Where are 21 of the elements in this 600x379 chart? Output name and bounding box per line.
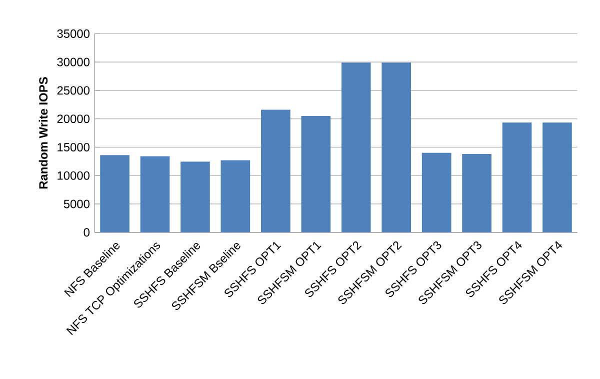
bar bbox=[220, 160, 250, 232]
y-tick-label: 25000 bbox=[57, 86, 90, 95]
y-tick-label: 10000 bbox=[58, 171, 90, 180]
bar bbox=[542, 122, 572, 232]
bar bbox=[301, 116, 331, 232]
y-tick-label: 35000 bbox=[57, 29, 90, 38]
y-tick-label: 0 bbox=[84, 228, 90, 237]
y-tick-label: 5000 bbox=[64, 200, 90, 208]
bar bbox=[462, 154, 492, 232]
bar bbox=[382, 62, 412, 232]
bar bbox=[341, 62, 371, 232]
bar bbox=[140, 156, 170, 232]
bar bbox=[422, 152, 452, 232]
bar bbox=[100, 155, 130, 232]
y-axis-title: Random Write IOPS bbox=[38, 77, 48, 189]
y-tick-label: 15000 bbox=[58, 142, 90, 152]
y-tick-label: 20000 bbox=[57, 114, 90, 124]
bar bbox=[261, 110, 290, 232]
y-tick-label: 30000 bbox=[57, 58, 90, 66]
bar bbox=[502, 122, 532, 232]
bar bbox=[180, 162, 210, 232]
